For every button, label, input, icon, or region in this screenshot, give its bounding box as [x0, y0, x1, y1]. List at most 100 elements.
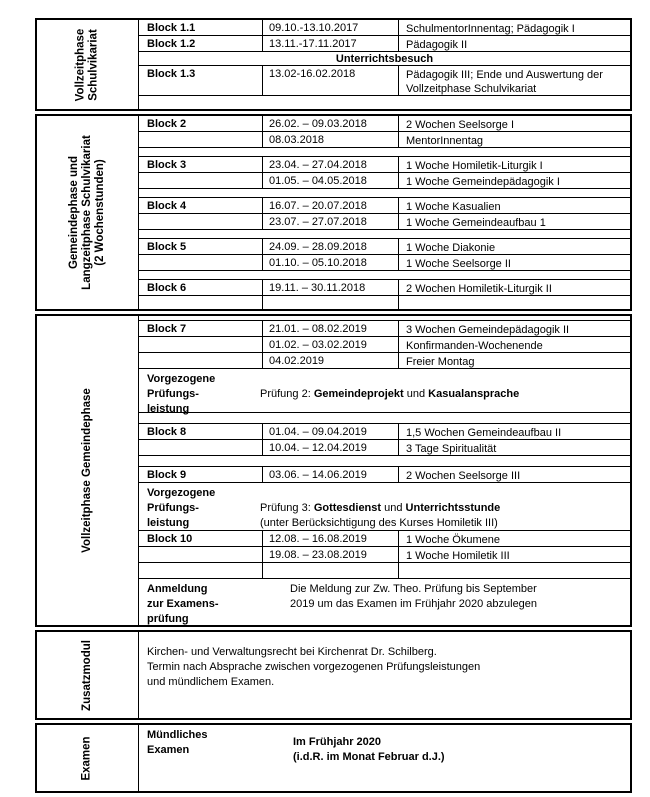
phase-label-cell: Gemeindephase und Langzeitphase Schulvik…	[37, 116, 139, 309]
desc-cell: 1 Woche Gemeindeaufbau 1	[406, 217, 546, 229]
date-cell: 12.08. – 16.08.2019	[263, 531, 399, 546]
block-cell: Block 1.2	[139, 36, 263, 51]
block-cell	[139, 547, 263, 562]
table-row: Block 1.2 13.11.-17.11.2017 Pädagogik II	[139, 36, 630, 52]
date-cell: 09.10.-13.10.2017	[263, 20, 399, 35]
gap-row	[139, 148, 630, 157]
span-cell	[139, 230, 630, 238]
table-row: Block 2 26.02. – 09.03.2018 2 Wochen Seels…	[139, 116, 630, 132]
section-zusatzmodul: Zusatzmodul Kirchen- und Verwaltungsrecht…	[35, 630, 632, 720]
section-content: Block 2 26.02. – 09.03.2018 2 Wochen Seels…	[139, 116, 630, 309]
date-cell: 10.04. – 12.04.2019	[263, 440, 399, 455]
desc-cell: MentorInnentag	[406, 135, 484, 147]
span-cell	[139, 148, 630, 156]
desc-cell: 1 Woche Gemeindepädagogik I	[406, 176, 560, 188]
section-content: Block 1.1 09.10.-13.10.2017 SchulmentorInn…	[139, 20, 630, 109]
date-cell: 13.02-16.02.2018	[263, 66, 399, 95]
date-cell: 01.10. – 05.10.2018	[263, 255, 399, 270]
desc-cell: 1 Woche Diakonie	[406, 242, 496, 254]
desc-cell: SchulmentorInnentag; Pädagogik I	[406, 23, 575, 35]
span-cell	[139, 189, 630, 197]
desc-cell: 1,5 Wochen Gemeindeaufbau II	[406, 427, 562, 439]
span-cell	[139, 96, 630, 109]
table-row	[139, 563, 630, 579]
span-cell	[139, 316, 630, 320]
block-cell	[139, 255, 263, 270]
table-row: 19.08. – 23.08.2019 1 Woche Homiletik III	[139, 547, 630, 563]
block-cell	[139, 353, 263, 368]
plain-text: Termin nach Absprache zwischen vorgezoge…	[147, 661, 481, 673]
table-row: Kirchen- und Verwaltungsrecht bei Kirche…	[139, 632, 630, 718]
table-row: 01.02. – 03.02.2019 Konfirmanden-Wochenen…	[139, 337, 630, 353]
date-cell: 24.09. – 28.09.2018	[263, 239, 399, 254]
date-cell: 13.11.-17.11.2017	[263, 36, 399, 51]
block-cell: Block 2	[139, 116, 263, 131]
table-row: Block 1.1 09.10.-13.10.2017 SchulmentorInn…	[139, 20, 630, 36]
section-content: Mündliches Examen Im Frühjahr 2020 (i.d.R.…	[139, 725, 630, 791]
table-row: Block 10 12.08. – 16.08.2019 1 Woche Ökume…	[139, 531, 630, 547]
desc-cell: Pädagogik III; Ende und Auswertung der V…	[406, 69, 603, 95]
date-cell: 01.02. – 03.02.2019	[263, 337, 399, 352]
desc-cell: 2 Wochen Seelsorge III	[406, 470, 521, 482]
date-cell: 01.05. – 04.05.2018	[263, 173, 399, 188]
table-row: Anmeldung zur Examens- prüfung Die Meldun…	[139, 579, 630, 625]
gap-row	[139, 316, 630, 321]
plain-text: Kirchen- und Verwaltungsrecht bei Kirche…	[147, 646, 437, 658]
date-cell: 23.04. – 27.04.2018	[263, 157, 399, 172]
plain-text: und	[381, 502, 406, 514]
desc-cell: Konfirmanden-Wochenende	[406, 340, 543, 352]
gap-row	[139, 189, 630, 198]
date-cell	[263, 296, 399, 309]
phase-label: Gemeindephase und Langzeitphase Schulvik…	[68, 135, 107, 290]
block-cell: Block 7	[139, 321, 263, 336]
desc-cell	[399, 296, 630, 309]
date-cell: 01.04. – 09.04.2019	[263, 424, 399, 439]
row-label: Vorgezogene Prüfungs- leistung	[147, 373, 216, 415]
date-cell: 21.01. – 08.02.2019	[263, 321, 399, 336]
block-cell: Block 1.3	[139, 66, 263, 95]
table-row: Unterrichtsbesuch	[139, 52, 630, 66]
date-cell: 16.07. – 20.07.2018	[263, 198, 399, 213]
table-row: 23.07. – 27.07.2018 1 Woche Gemeindeaufba…	[139, 214, 630, 230]
content-line: Prüfung 3: Gottesdienst und Unterrichtss…	[260, 501, 630, 516]
desc-cell: 2 Wochen Seelsorge I	[406, 119, 515, 131]
row-content: Im Frühjahr 2020 (i.d.R. im Monat Februar…	[139, 725, 630, 791]
gap-row	[139, 456, 630, 467]
content-line: und mündlichem Examen.	[147, 675, 630, 690]
gap-row	[139, 230, 630, 239]
desc-cell: Pädagogik II	[406, 39, 468, 51]
section-vollzeitphase-schulvikariat: Vollzeitphase Schulvikariat Block 1.1 09.1…	[35, 18, 632, 111]
date-cell: 26.02. – 09.03.2018	[263, 116, 399, 131]
table-row: Block 3 23.04. – 27.04.2018 1 Woche Homile…	[139, 157, 630, 173]
gap-row	[139, 413, 630, 424]
phase-label: Zusatzmodul	[80, 639, 93, 711]
phase-label-cell: Vollzeitphase Schulvikariat	[37, 20, 139, 109]
section-gemeindephase-langzeitphase: Gemeindephase und Langzeitphase Schulvik…	[35, 114, 632, 311]
gap-row	[139, 96, 630, 109]
table-row: 01.10. – 05.10.2018 1 Woche Seelsorge II	[139, 255, 630, 271]
span-cell	[139, 271, 630, 279]
table-row: Block 8 01.04. – 09.04.2019 1,5 Wochen Gem…	[139, 424, 630, 440]
bold-text: Unterrichtsstunde	[405, 502, 501, 514]
block-cell	[139, 440, 263, 455]
plain-text: Prüfung 3:	[260, 502, 314, 514]
plain-text: und	[403, 388, 429, 400]
bold-text: (i.d.R. im Monat Februar d.J.)	[293, 751, 445, 763]
span-cell: Unterrichtsbesuch	[335, 53, 434, 65]
row-content: Kirchen- und Verwaltungsrecht bei Kirche…	[139, 632, 630, 718]
bold-text: Gottesdienst	[313, 502, 382, 514]
table-row: Vorgezogene Prüfungs- leistung Prüfung 3:…	[139, 483, 630, 531]
desc-cell: 1 Woche Ökumene	[406, 534, 500, 546]
content-line: (i.d.R. im Monat Februar d.J.)	[293, 750, 630, 765]
table-row: Block 4 16.07. – 20.07.2018 1 Woche Kasual…	[139, 198, 630, 214]
plain-text: Prüfung 2:	[260, 388, 314, 400]
row-label: Mündliches Examen	[147, 729, 208, 756]
section-content: Kirchen- und Verwaltungsrecht bei Kirche…	[139, 632, 630, 718]
span-cell	[139, 456, 630, 466]
section-content: Block 7 21.01. – 08.02.2019 3 Wochen Gemei…	[139, 316, 630, 625]
desc-cell: 3 Tage Spiritualität	[406, 443, 497, 455]
plain-text: und mündlichem Examen.	[147, 676, 275, 688]
desc-cell: 1 Woche Seelsorge II	[406, 258, 511, 270]
block-cell: Block 8	[139, 424, 263, 439]
desc-cell: 2 Wochen Homiletik-Liturgik II	[406, 283, 552, 295]
